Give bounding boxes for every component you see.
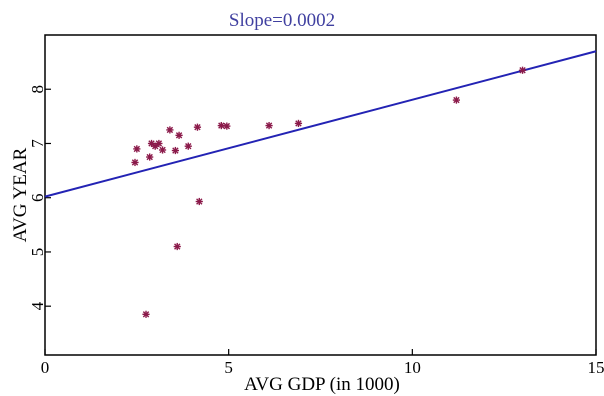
- data-point: [184, 142, 192, 150]
- x-tick-label-0: 0: [41, 358, 50, 377]
- data-point: [166, 126, 174, 134]
- axis-ticks: [44, 88, 597, 355]
- data-point: [131, 158, 139, 167]
- x-tick-label-10: 10: [404, 358, 421, 377]
- y-tick-labels: 4 5 6 7 8: [28, 85, 47, 310]
- trend-line: [44, 50, 597, 198]
- x-tick-label-15: 15: [588, 358, 604, 377]
- data-point: [133, 145, 141, 153]
- y-tick-label-5: 5: [28, 248, 47, 257]
- data-point: [265, 121, 273, 130]
- x-tick-label-5: 5: [224, 358, 233, 377]
- data-point: [223, 122, 231, 130]
- x-tick-labels: 0 5 10 15: [41, 358, 604, 377]
- data-points: [131, 66, 527, 318]
- data-point: [146, 153, 154, 161]
- chart-title: Slope=0.0002: [229, 10, 335, 31]
- y-tick-label-7: 7: [28, 139, 47, 148]
- data-point: [195, 197, 203, 206]
- x-axis-title: AVG GDP (in 1000): [244, 374, 400, 395]
- data-point: [452, 96, 461, 104]
- y-tick-label-8: 8: [28, 85, 47, 94]
- data-point: [175, 131, 183, 139]
- plot-frame: [44, 34, 597, 356]
- data-point: [142, 310, 150, 318]
- y-axis-title: AVG YEAR: [10, 147, 31, 242]
- data-point: [518, 66, 527, 74]
- y-tick-label-6: 6: [28, 193, 47, 202]
- y-tick-label-4: 4: [28, 301, 47, 310]
- data-point: [158, 146, 167, 154]
- data-point: [217, 121, 225, 130]
- data-point: [171, 146, 180, 155]
- data-point: [294, 119, 303, 128]
- data-point: [155, 139, 163, 148]
- data-point: [173, 242, 181, 251]
- data-point: [193, 123, 202, 131]
